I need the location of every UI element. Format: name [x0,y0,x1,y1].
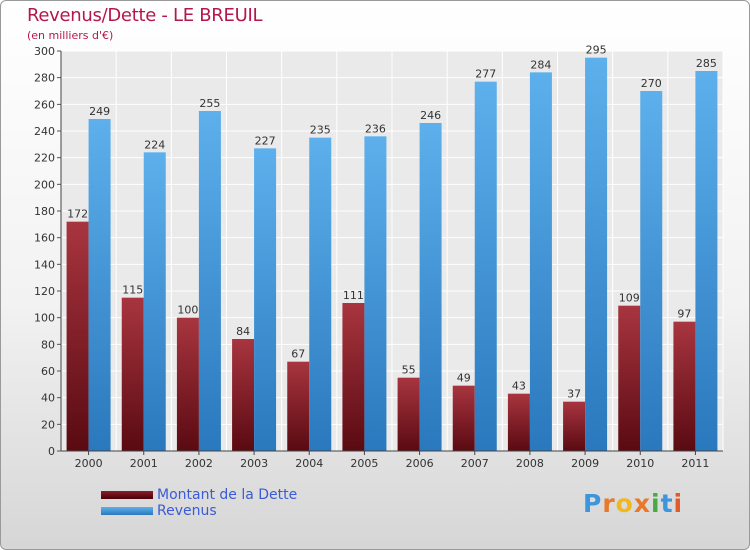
debt-bar [176,317,199,451]
y-tick-label: 180 [34,205,55,218]
revenue-bar [695,71,718,451]
logo-letter: x [633,489,651,518]
debt-bar [287,361,310,451]
debt-swatch [101,491,153,499]
revenue-value-label: 295 [586,44,607,57]
revenue-bar [640,91,663,451]
revenue-bar [419,123,442,451]
x-tick-label: 2011 [681,457,709,470]
y-tick-label: 140 [34,258,55,271]
x-tick-label: 2010 [626,457,654,470]
revenue-bar [585,57,608,452]
debt-bar [563,401,586,451]
revenue-value-label: 224 [144,138,165,151]
x-tick-label: 2001 [130,457,158,470]
x-tick-label: 2007 [461,457,489,470]
debt-bar [673,321,696,451]
y-tick-label: 120 [34,285,55,298]
revenue-value-label: 284 [530,58,551,71]
debt-value-label: 37 [567,388,581,401]
y-tick-label: 300 [34,45,55,58]
chart-title: Revenus/Dette - LE BREUIL [27,5,263,26]
debt-value-label: 84 [236,325,250,338]
debt-value-label: 67 [291,348,305,361]
revenue-value-label: 285 [696,57,717,70]
debt-value-label: 115 [122,284,143,297]
revenue-value-label: 235 [310,124,331,137]
x-tick-label: 2005 [350,457,378,470]
revenue-value-label: 236 [365,122,386,135]
chart-subtitle: (en milliers d'€) [27,29,114,42]
debt-bar [507,393,530,451]
debt-bar [618,305,641,451]
x-tick-label: 2002 [185,457,213,470]
x-tick-label: 2004 [295,457,323,470]
debt-value-label: 111 [343,289,364,302]
y-tick-label: 280 [34,72,55,85]
proxiti-logo: Proxiti [583,489,683,518]
y-tick-label: 0 [48,445,55,458]
x-tick-label: 2008 [516,457,544,470]
debt-value-label: 172 [67,208,88,221]
logo-letter: i [673,489,684,518]
x-tick-label: 2006 [406,457,434,470]
debt-bar [452,385,475,451]
logo-letter: r [602,489,616,518]
logo-letter: o [615,489,634,518]
revenue-bar [474,81,497,452]
y-tick-label: 20 [41,418,55,431]
debt-value-label: 100 [177,304,198,317]
revenue-bar [309,137,332,451]
debt-value-label: 43 [512,380,526,393]
revenue-value-label: 270 [641,77,662,90]
revenue-bar [88,119,111,451]
revenue-bar [364,136,387,452]
y-tick-label: 240 [34,125,55,138]
logo-letter: P [583,489,603,518]
revenue-bar [143,152,166,452]
debt-value-label: 55 [402,364,416,377]
y-tick-label: 160 [34,232,55,245]
x-tick-label: 2009 [571,457,599,470]
legend-label-revenue: Revenus [157,503,217,519]
revenue-value-label: 227 [255,134,276,147]
debt-bar [121,297,144,451]
debt-value-label: 49 [457,372,471,385]
logo-letter: i [651,489,661,518]
y-tick-label: 60 [41,365,55,378]
debt-value-label: 109 [619,292,640,305]
revenue-value-label: 246 [420,109,441,122]
y-tick-label: 200 [34,178,55,191]
y-tick-label: 80 [41,338,55,351]
debt-bar [232,339,255,451]
revenue-swatch [101,507,153,515]
x-tick-label: 2003 [240,457,268,470]
debt-bar [342,303,365,451]
revenue-bar [254,148,277,452]
legend-label-debt: Montant de la Dette [157,487,298,503]
debt-bar [397,377,420,451]
revenue-bar [529,72,552,451]
revenue-value-label: 277 [475,68,496,81]
revenue-bar [198,111,221,451]
logo-letter: t [660,489,674,518]
y-tick-label: 40 [41,392,55,405]
y-tick-label: 100 [34,312,55,325]
debt-bar [66,221,89,451]
debt-value-label: 97 [677,308,691,321]
revenue-value-label: 255 [199,97,220,110]
x-tick-label: 2000 [75,457,103,470]
y-tick-label: 260 [34,98,55,111]
revenue-value-label: 249 [89,105,110,118]
y-tick-label: 220 [34,152,55,165]
